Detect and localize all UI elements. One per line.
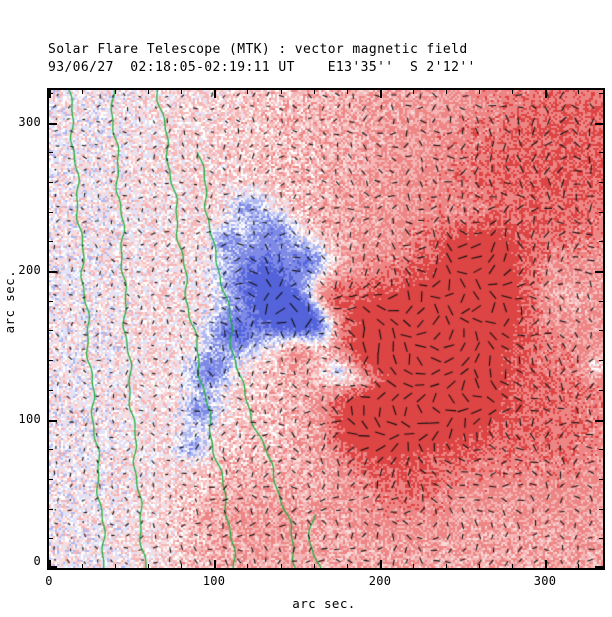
axis-tick: [49, 271, 57, 273]
axis-tick: [599, 93, 603, 94]
axis-tick: [49, 560, 51, 568]
axis-tick: [599, 301, 603, 302]
axis-tick: [82, 90, 83, 94]
axis-tick: [599, 509, 603, 510]
axis-tick: [599, 330, 603, 331]
axis-tick: [247, 564, 248, 568]
axis-tick: [599, 212, 603, 213]
axis-tick: [181, 564, 182, 568]
axis-tick: [181, 90, 182, 94]
axis-tick: [347, 564, 348, 568]
axis-tick: [595, 123, 603, 125]
axis-tick: [512, 90, 513, 94]
axis-tick: [49, 212, 53, 213]
axis-tick: [49, 566, 57, 568]
axis-tick: [314, 564, 315, 568]
axis-tick: [115, 90, 116, 94]
axis-tick: [413, 90, 414, 94]
plot-subtitle: 93/06/27 02:18:05-02:19:11 UT E13'35'' S…: [48, 60, 476, 75]
axis-tick: [479, 564, 480, 568]
axis-tick: [49, 330, 53, 331]
axis-tick: [49, 360, 53, 361]
axis-tick: [49, 90, 51, 98]
x-axis-label: arc sec.: [292, 596, 356, 611]
axis-tick: [380, 90, 382, 98]
axis-tick: [347, 90, 348, 94]
axis-tick: [599, 152, 603, 153]
axis-tick: [148, 90, 149, 94]
axis-tick: [599, 479, 603, 480]
axis-tick: [49, 509, 53, 510]
axis-tick: [599, 182, 603, 183]
x-tick-label: 0: [45, 574, 53, 588]
x-tick-label: 100: [202, 574, 226, 588]
axis-tick: [595, 420, 603, 422]
axis-tick: [49, 123, 57, 125]
axis-tick: [49, 479, 53, 480]
axis-tick: [49, 152, 53, 153]
x-tick-label: 200: [368, 574, 392, 588]
axis-tick: [49, 538, 53, 539]
axis-tick: [49, 390, 53, 391]
axis-tick: [214, 560, 216, 568]
axis-tick: [599, 538, 603, 539]
plot-title: Solar Flare Telescope (MTK) : vector mag…: [48, 42, 468, 57]
axis-tick: [281, 90, 282, 94]
axis-tick: [512, 564, 513, 568]
axis-tick: [578, 90, 579, 94]
axis-tick: [49, 301, 53, 302]
axis-tick: [578, 564, 579, 568]
axis-tick: [49, 420, 57, 422]
axis-tick: [413, 564, 414, 568]
axis-tick: [247, 90, 248, 94]
axis-tick: [49, 93, 53, 94]
y-tick-label: 300: [18, 115, 41, 129]
axis-tick: [49, 449, 53, 450]
axis-tick: [82, 564, 83, 568]
axis-tick: [380, 560, 382, 568]
axis-tick: [545, 90, 547, 98]
axis-tick: [214, 90, 216, 98]
axis-tick: [599, 360, 603, 361]
y-axis-label: arc sec.: [2, 270, 17, 334]
axis-tick: [599, 390, 603, 391]
plot-area: 0 100 200 300 0 100 200 300: [18, 88, 605, 588]
axis-tick: [281, 564, 282, 568]
axis-tick: [595, 566, 603, 568]
axis-tick: [49, 182, 53, 183]
y-tick-label: 0: [33, 554, 41, 568]
axis-tick: [314, 90, 315, 94]
axis-tick: [479, 90, 480, 94]
axis-tick: [49, 241, 53, 242]
axis-tick: [599, 449, 603, 450]
y-tick-label: 100: [18, 412, 41, 426]
axis-tick: [545, 560, 547, 568]
axis-tick: [595, 271, 603, 273]
axis-tick: [599, 241, 603, 242]
axis-tick: [115, 564, 116, 568]
magnetogram-canvas: [49, 90, 603, 568]
y-tick-label: 200: [18, 263, 41, 277]
axis-tick: [148, 564, 149, 568]
axis-tick: [446, 564, 447, 568]
axis-tick: [446, 90, 447, 94]
x-tick-label: 300: [533, 574, 557, 588]
